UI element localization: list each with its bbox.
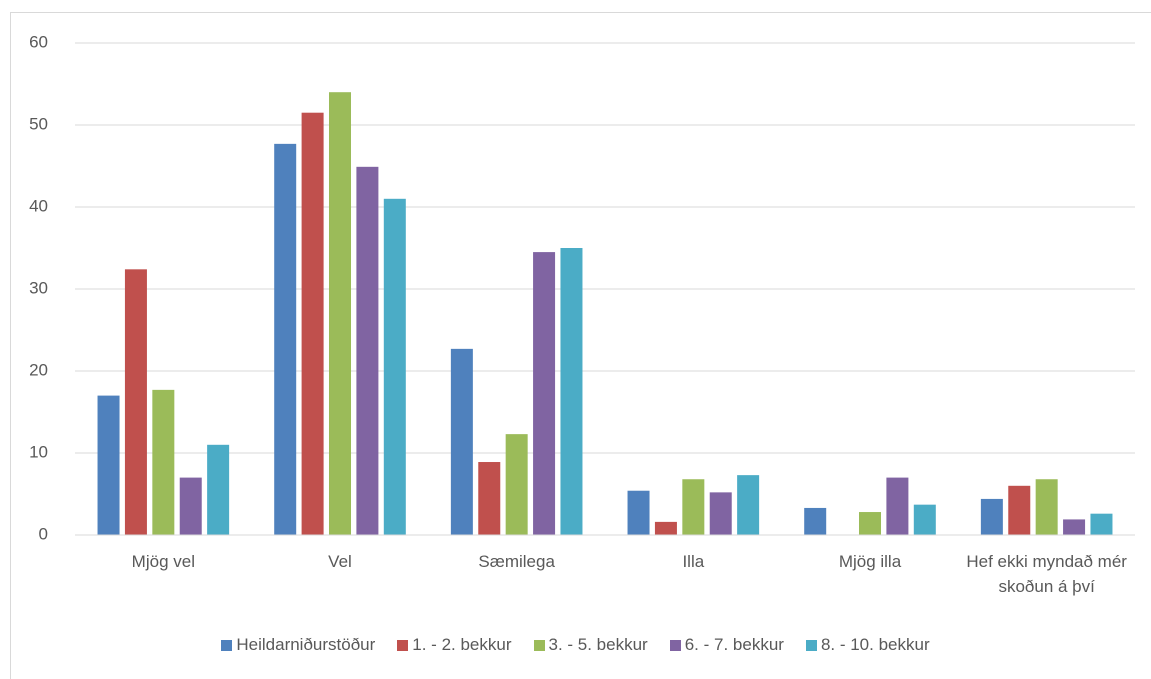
bar [560, 248, 583, 535]
x-tick-label: Mjög illa [838, 552, 902, 571]
legend-label: 6. - 7. bekkur [684, 635, 784, 654]
legend-label: Heildarniðurstöður [236, 635, 376, 654]
bar [627, 490, 650, 535]
x-tick-label: Mjög vel [131, 552, 195, 571]
bar [207, 444, 230, 535]
bar [329, 92, 351, 535]
bar [913, 504, 936, 535]
bar [356, 166, 379, 535]
y-tick-label: 60 [29, 32, 48, 51]
bar [709, 492, 732, 535]
legend-item: 3. - 5. bekkur [533, 635, 648, 655]
x-tick-label: Illa [682, 552, 705, 571]
bar [274, 143, 297, 536]
bar [654, 521, 677, 535]
bar [179, 477, 202, 535]
bar [478, 462, 501, 535]
bar [1008, 485, 1031, 535]
legend-item: Heildarniðurstöður [221, 635, 375, 655]
bar [533, 252, 556, 535]
x-tick-label: Sæmilega [478, 552, 555, 571]
x-tick-label: Hef ekki myndað mér skoðun á því [966, 552, 1127, 596]
y-tick-label: 20 [29, 360, 48, 379]
legend-swatch [397, 639, 409, 651]
bar [737, 475, 760, 535]
x-tick-label: Vel [328, 552, 352, 571]
bar [1035, 479, 1058, 535]
legend-item: 6. - 7. bekkur [669, 635, 784, 655]
y-tick-label: 10 [29, 442, 48, 461]
y-tick-label: 0 [39, 524, 48, 543]
bar [1063, 519, 1086, 535]
legend: Heildarniðurstöður 1. - 2. bekkur 3. - 5. … [0, 635, 1151, 655]
legend-label: 3. - 5. bekkur [548, 635, 648, 654]
legend-item: 1. - 2. bekkur [397, 635, 512, 655]
bar [804, 507, 827, 535]
bar [886, 477, 909, 535]
bar [1090, 513, 1113, 535]
legend-label: 8. - 10. bekkur [820, 635, 930, 654]
bar [383, 198, 406, 536]
bar [97, 395, 120, 535]
legend-label: 1. - 2. bekkur [412, 635, 512, 654]
chart-border [10, 12, 1151, 679]
legend-swatch [533, 639, 545, 651]
bar [301, 112, 324, 535]
legend-item: 8. - 10. bekkur [805, 635, 930, 655]
bar [682, 479, 705, 535]
legend-swatch [669, 639, 681, 651]
bar [505, 434, 528, 535]
bar [980, 498, 1003, 535]
bar [124, 269, 147, 535]
bar [152, 389, 175, 535]
y-tick-label: 40 [29, 196, 48, 215]
legend-swatch [221, 639, 233, 651]
bar [450, 348, 473, 535]
bar [859, 512, 881, 535]
legend-swatch [805, 639, 817, 651]
y-tick-label: 50 [29, 114, 48, 133]
y-tick-label: 30 [29, 278, 48, 297]
